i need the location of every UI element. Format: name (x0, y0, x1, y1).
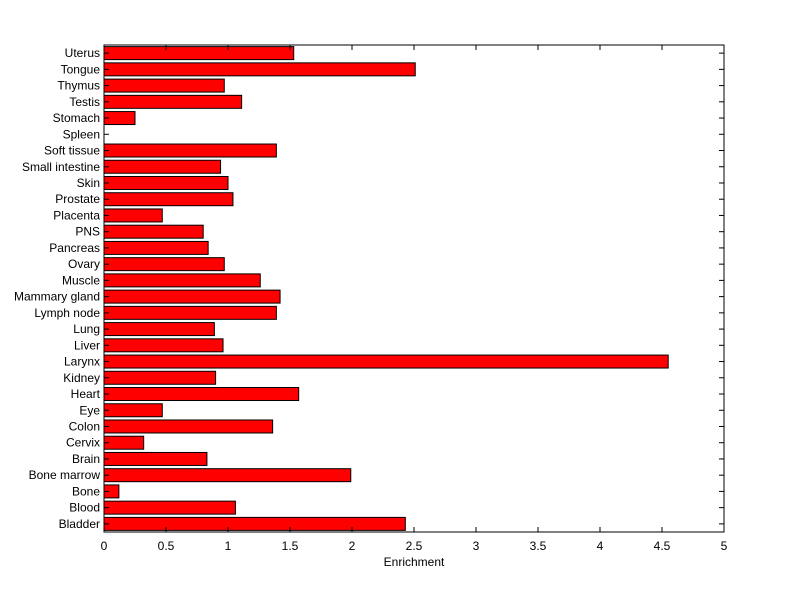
y-tick-label: Bladder (59, 517, 100, 531)
y-tick-label: Lung (73, 322, 100, 336)
bars-layer (103, 46, 669, 531)
y-tick-label: Eye (79, 403, 100, 417)
bar-liver (103, 338, 224, 353)
y-tick-label: Colon (69, 419, 100, 433)
plot-frame (103, 44, 725, 533)
x-tick-label: 3.5 (530, 539, 547, 553)
labels-layer: Bladder Blood Bone Bone marrow Brain Cervix Co… (14, 46, 728, 553)
bar-blood (103, 500, 236, 515)
y-tick-label: Lymph node (34, 306, 100, 320)
bar-skin (103, 175, 229, 190)
bar-eye (103, 403, 163, 418)
y-tick-label: Muscle (62, 273, 100, 287)
y-tick-label: Mammary gland (14, 290, 100, 304)
bar-pancreas (103, 240, 209, 255)
y-tick-label: Cervix (66, 436, 100, 450)
bar-kidney (103, 370, 217, 385)
bar-lymph-node (103, 305, 277, 320)
bar-prostate (103, 192, 234, 207)
bar-small-intestine (103, 159, 222, 174)
bar-bladder (103, 516, 406, 531)
y-tick-label: Spleen (63, 127, 100, 141)
y-tick-label: Kidney (63, 371, 100, 385)
bar-thymus (103, 78, 225, 93)
bar-testis (103, 94, 243, 109)
bar-placenta (103, 208, 163, 223)
bar-brain (103, 451, 208, 466)
y-tick-label: Blood (69, 501, 100, 515)
bar-muscle (103, 273, 261, 288)
y-tick-label: Thymus (57, 79, 100, 93)
y-tick-label: Brain (72, 452, 100, 466)
x-tick-label: 4 (597, 539, 604, 553)
y-tick-label: Bone marrow (29, 468, 101, 482)
y-tick-label: Soft tissue (44, 144, 100, 158)
bar-mammary-gland (103, 289, 281, 304)
x-tick-label: 0 (101, 539, 108, 553)
y-tick-label: Tongue (61, 62, 101, 76)
x-tick-label: 2.5 (406, 539, 423, 553)
y-tick-label: Stomach (53, 111, 100, 125)
y-tick-label: Uterus (65, 46, 100, 60)
bar-heart (103, 387, 300, 402)
x-tick-label: 1.5 (282, 539, 299, 553)
y-tick-label: Pancreas (49, 241, 100, 255)
x-tick-label: 3 (473, 539, 480, 553)
y-tick-label: Skin (77, 176, 100, 190)
x-axis-label: Enrichment (384, 555, 445, 569)
bar-lung (103, 322, 215, 337)
y-tick-label: Placenta (53, 208, 100, 222)
bar-pns (103, 224, 204, 239)
y-tick-label: PNS (75, 225, 100, 239)
ticks-layer (103, 45, 725, 532)
bar-soft-tissue (103, 143, 277, 158)
x-tick-label: 5 (721, 539, 728, 553)
y-tick-label: Small intestine (22, 160, 100, 174)
y-tick-label: Liver (74, 338, 100, 352)
x-tick-label: 2 (349, 539, 356, 553)
bar-cervix (103, 435, 145, 450)
bar-tongue (103, 62, 416, 77)
bar-ovary (103, 257, 225, 272)
y-tick-label: Larynx (64, 355, 100, 369)
y-tick-label: Ovary (68, 257, 100, 271)
y-tick-label: Bone (72, 484, 100, 498)
bar-larynx (103, 354, 669, 369)
x-tick-label: 0.5 (158, 539, 175, 553)
bar-colon (103, 419, 274, 434)
y-tick-label: Heart (71, 387, 101, 401)
bar-uterus (103, 46, 295, 61)
bar-bone-marrow (103, 468, 352, 483)
y-tick-label: Prostate (55, 192, 100, 206)
x-tick-label: 1 (225, 539, 232, 553)
x-tick-label: 4.5 (654, 539, 671, 553)
y-tick-label: Testis (69, 95, 100, 109)
